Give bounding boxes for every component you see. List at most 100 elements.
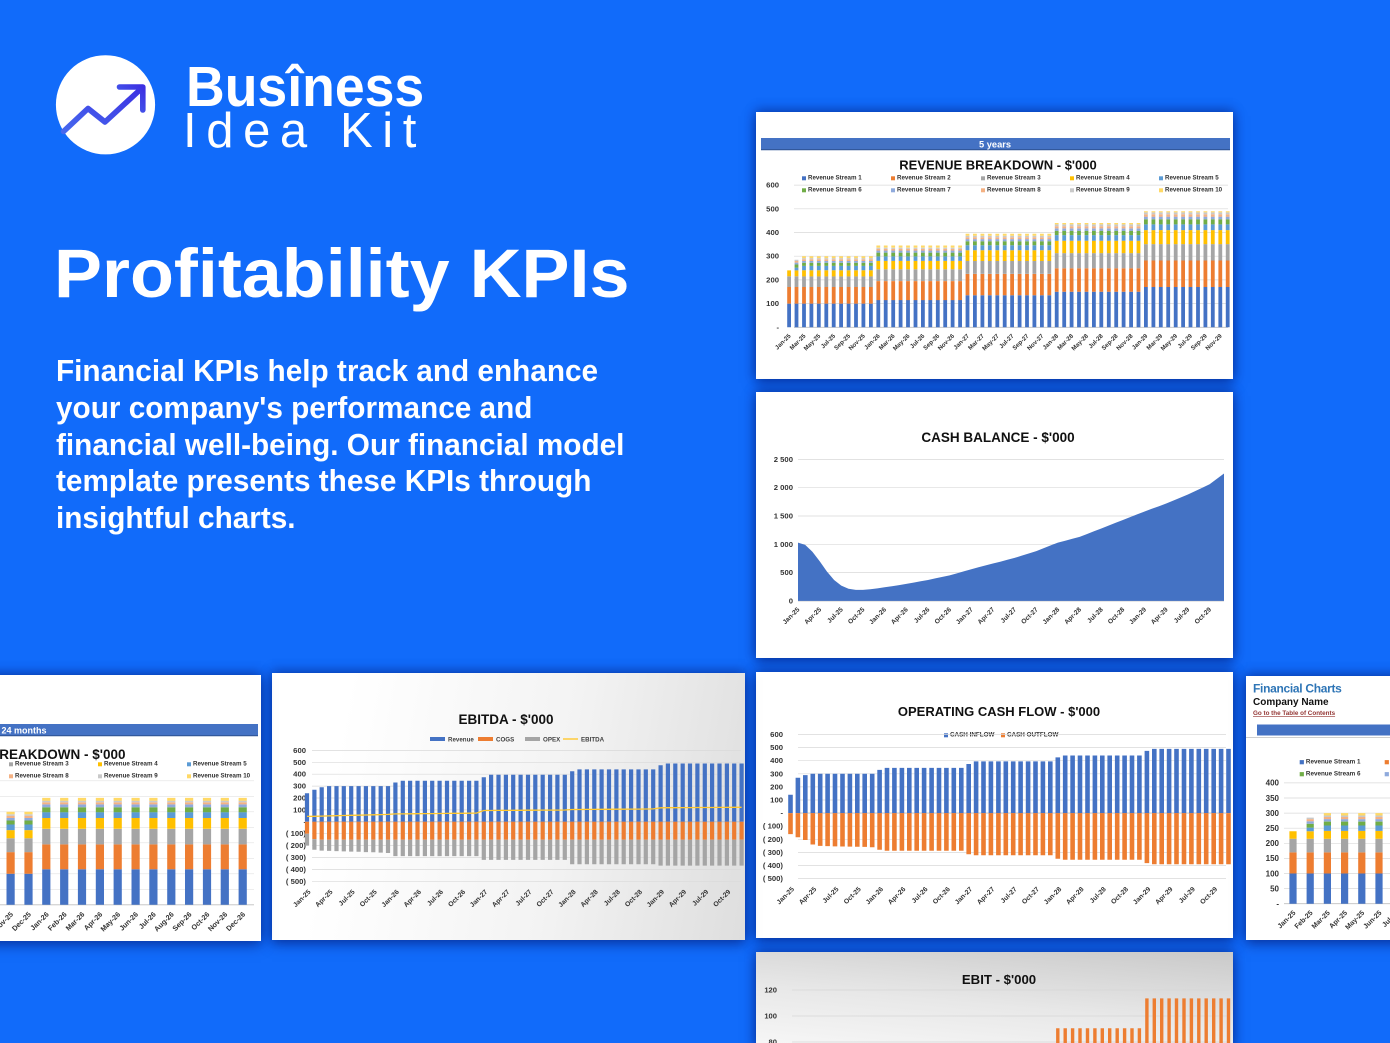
- svg-text:Jan-25: Jan-25: [776, 886, 796, 906]
- svg-text:Dec-25: Dec-25: [10, 910, 33, 933]
- svg-text:120: 120: [764, 986, 777, 995]
- svg-text:Revenue Stream 5: Revenue Stream 5: [1165, 175, 1219, 182]
- svg-text:Jan-26: Jan-26: [381, 889, 401, 909]
- svg-text:REVENUE BREAKDOWN - $'000: REVENUE BREAKDOWN - $'000: [0, 747, 126, 762]
- svg-text:Apr-28: Apr-28: [1065, 886, 1085, 906]
- svg-text:Jun-25: Jun-25: [1363, 910, 1384, 931]
- svg-text:Revenue: Revenue: [448, 737, 474, 744]
- svg-text:500: 500: [766, 204, 779, 213]
- svg-text:150: 150: [1266, 854, 1280, 863]
- svg-text:Jul-27: Jul-27: [515, 889, 534, 908]
- svg-text:Nov-26: Nov-26: [206, 910, 229, 933]
- svg-text:24 months: 24 months: [1, 725, 46, 735]
- svg-text:400: 400: [766, 228, 779, 237]
- svg-text:Revenue Stream 10: Revenue Stream 10: [193, 773, 251, 780]
- svg-text:Jun-26: Jun-26: [117, 910, 140, 933]
- svg-text:Revenue Stream 7: Revenue Stream 7: [897, 187, 951, 194]
- svg-text:Feb-26: Feb-26: [46, 910, 69, 933]
- svg-text:Jul-29: Jul-29: [1173, 606, 1192, 625]
- svg-text:Revenue Stream 5: Revenue Stream 5: [193, 761, 247, 768]
- svg-text:Revenue Stream 9: Revenue Stream 9: [104, 773, 158, 780]
- svg-text:( 500): ( 500): [763, 874, 784, 883]
- svg-text:May-29: May-29: [1160, 332, 1180, 352]
- svg-text:Revenue Stream 1: Revenue Stream 1: [1306, 759, 1361, 766]
- svg-text:250: 250: [1266, 824, 1280, 833]
- svg-text:Jul-26: Jul-26: [911, 886, 930, 905]
- svg-text:Oct-26: Oct-26: [932, 886, 952, 906]
- svg-text:Apr-25: Apr-25: [314, 889, 334, 909]
- svg-text:300: 300: [1266, 809, 1280, 818]
- svg-text:600: 600: [766, 181, 779, 190]
- svg-text:200: 200: [770, 782, 783, 791]
- svg-text:EBITDA: EBITDA: [581, 737, 605, 744]
- svg-text:Revenue Stream 9: Revenue Stream 9: [1076, 187, 1130, 194]
- svg-text:Mar-25: Mar-25: [1311, 910, 1332, 931]
- svg-text:Jan-27: Jan-27: [954, 886, 974, 906]
- svg-text:COGS: COGS: [496, 737, 514, 744]
- svg-text:May-25: May-25: [803, 332, 823, 352]
- svg-text:600: 600: [293, 746, 306, 755]
- svg-text:May-26: May-26: [99, 910, 123, 934]
- svg-text:Oct-25: Oct-25: [847, 606, 867, 626]
- svg-text:Jan-28: Jan-28: [557, 889, 577, 909]
- svg-text:Jan-25: Jan-25: [292, 889, 312, 909]
- svg-text:( 300): ( 300): [286, 853, 307, 862]
- svg-text:Jan-25: Jan-25: [782, 606, 802, 626]
- svg-text:Mar-26: Mar-26: [64, 910, 87, 933]
- svg-text:0: 0: [789, 596, 793, 605]
- svg-text:( 500): ( 500): [286, 877, 307, 886]
- svg-text:Revenue Stream 10: Revenue Stream 10: [1165, 187, 1223, 194]
- svg-text:400: 400: [770, 756, 783, 765]
- svg-text:5 years: 5 years: [979, 140, 1011, 150]
- svg-text:Jan-28: Jan-28: [1042, 606, 1062, 626]
- svg-text:Jan-27: Jan-27: [469, 889, 489, 909]
- svg-text:Revenue Stream 2: Revenue Stream 2: [897, 175, 951, 182]
- svg-text:May-28: May-28: [1070, 332, 1090, 352]
- svg-text:Apr-27: Apr-27: [976, 886, 996, 906]
- svg-text:Apr-27: Apr-27: [491, 889, 511, 909]
- svg-text:Oct-25: Oct-25: [359, 889, 379, 909]
- svg-text:-: -: [776, 323, 779, 332]
- svg-text:Oct-25: Oct-25: [843, 886, 863, 906]
- svg-text:Apr-28: Apr-28: [1063, 606, 1083, 626]
- svg-text:Apr-29: Apr-29: [1154, 886, 1174, 906]
- svg-text:Revenue Stream 8: Revenue Stream 8: [15, 773, 69, 780]
- svg-text:( 400): ( 400): [763, 861, 784, 870]
- svg-text:300: 300: [770, 769, 783, 778]
- svg-text:Oct-26: Oct-26: [447, 889, 467, 909]
- svg-text:Sep-26: Sep-26: [170, 910, 193, 933]
- svg-text:Company Name: Company Name: [1253, 697, 1329, 708]
- svg-text:Oct-28: Oct-28: [1110, 886, 1130, 906]
- svg-text:Nov-27: Nov-27: [1026, 332, 1046, 352]
- svg-text:OPEX: OPEX: [543, 737, 561, 744]
- svg-text:Apr-29: Apr-29: [668, 889, 688, 909]
- svg-text:300: 300: [766, 252, 779, 261]
- svg-text:Oct-28: Oct-28: [624, 889, 644, 909]
- svg-text:50: 50: [1270, 884, 1279, 893]
- svg-text:Jul-25: Jul-25: [826, 606, 845, 625]
- svg-text:Apr-26: Apr-26: [887, 886, 907, 906]
- svg-text:Jul-25: Jul-25: [338, 889, 357, 908]
- svg-text:Jul-28: Jul-28: [603, 889, 622, 908]
- svg-text:Revenue Stream 4: Revenue Stream 4: [1076, 175, 1130, 182]
- svg-text:200: 200: [1266, 839, 1280, 848]
- svg-text:Revenue Stream 8: Revenue Stream 8: [987, 187, 1041, 194]
- svg-text:Jan-27: Jan-27: [955, 606, 975, 626]
- svg-text:( 100): ( 100): [763, 822, 784, 831]
- svg-text:Apr-25: Apr-25: [798, 886, 818, 906]
- svg-text:REVENUE BREAKDOWN - $'000: REVENUE BREAKDOWN - $'000: [899, 158, 1096, 173]
- svg-text:100: 100: [764, 1012, 777, 1021]
- svg-text:1 500: 1 500: [774, 512, 793, 521]
- svg-text:CASH INFLOW: CASH INFLOW: [950, 732, 994, 739]
- svg-text:600: 600: [770, 730, 783, 739]
- svg-text:( 100): ( 100): [286, 829, 307, 838]
- svg-text:Apr-25: Apr-25: [803, 606, 823, 626]
- svg-text:Jan-29: Jan-29: [646, 889, 666, 909]
- svg-text:Revenue Stream 6: Revenue Stream 6: [1306, 771, 1361, 778]
- svg-text:Nov-25: Nov-25: [847, 332, 867, 352]
- svg-text:Nov-26: Nov-26: [937, 332, 957, 352]
- svg-text:EBIT - $'000: EBIT - $'000: [962, 972, 1036, 987]
- svg-text:Jul-26: Jul-26: [426, 889, 445, 908]
- svg-text:Jul-28: Jul-28: [1086, 606, 1105, 625]
- svg-text:100: 100: [766, 299, 779, 308]
